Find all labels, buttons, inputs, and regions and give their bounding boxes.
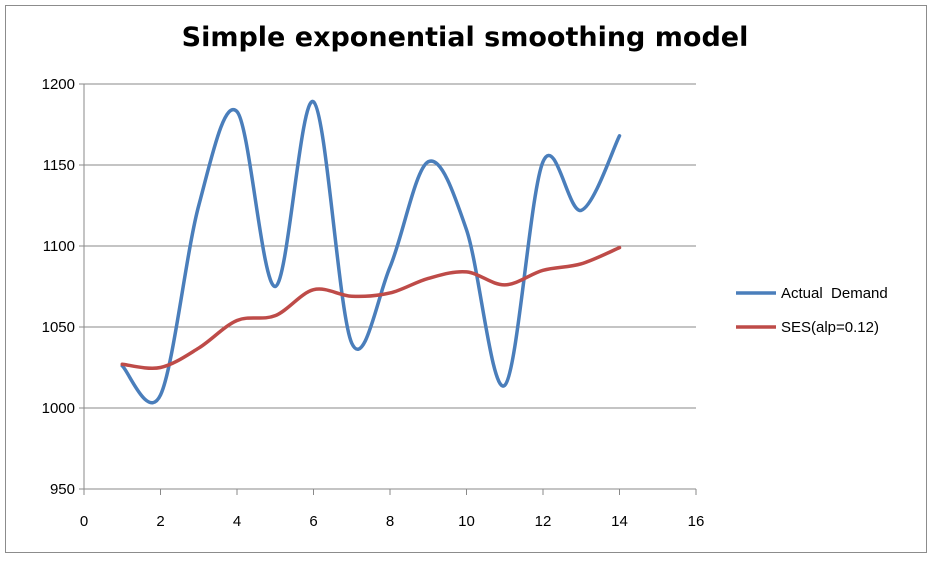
x-tick-label-4: 4 xyxy=(233,513,241,530)
x-tick-label-16: 16 xyxy=(688,513,705,530)
legend-label-1: Actual Demand xyxy=(781,285,888,302)
chart-title: Simple exponential smoothing model xyxy=(181,22,749,53)
series-layer xyxy=(120,100,622,405)
chart-frame xyxy=(5,5,927,553)
x-tick-label-14: 14 xyxy=(611,513,628,530)
x-tick-label-0: 0 xyxy=(80,513,88,530)
x-tick-label-2: 2 xyxy=(156,513,164,530)
y-tick-label-1000: 1000 xyxy=(42,400,75,417)
y-tick-label-1150: 1150 xyxy=(43,157,75,174)
grid-layer xyxy=(84,83,696,409)
legend: Actual Demand SES(alp=0.12) xyxy=(736,285,888,336)
series-line-2 xyxy=(120,245,622,370)
y-tick-label-1050: 1050 xyxy=(42,319,75,336)
x-tick-label-12: 12 xyxy=(535,513,552,530)
axis-layer: 950 1000 1050 1100 1150 1200 0 2 4 6 8 10 12 14 16 xyxy=(42,76,705,530)
x-tick-label-10: 10 xyxy=(458,513,475,530)
series-line-1 xyxy=(120,100,622,405)
x-tick-label-8: 8 xyxy=(386,513,394,530)
y-tick-label-950: 950 xyxy=(50,481,75,498)
legend-label-2: SES(alp=0.12) xyxy=(781,319,879,336)
y-tick-label-1100: 1100 xyxy=(43,238,75,255)
y-tick-label-1200: 1200 xyxy=(42,76,75,93)
x-tick-label-6: 6 xyxy=(309,513,317,530)
